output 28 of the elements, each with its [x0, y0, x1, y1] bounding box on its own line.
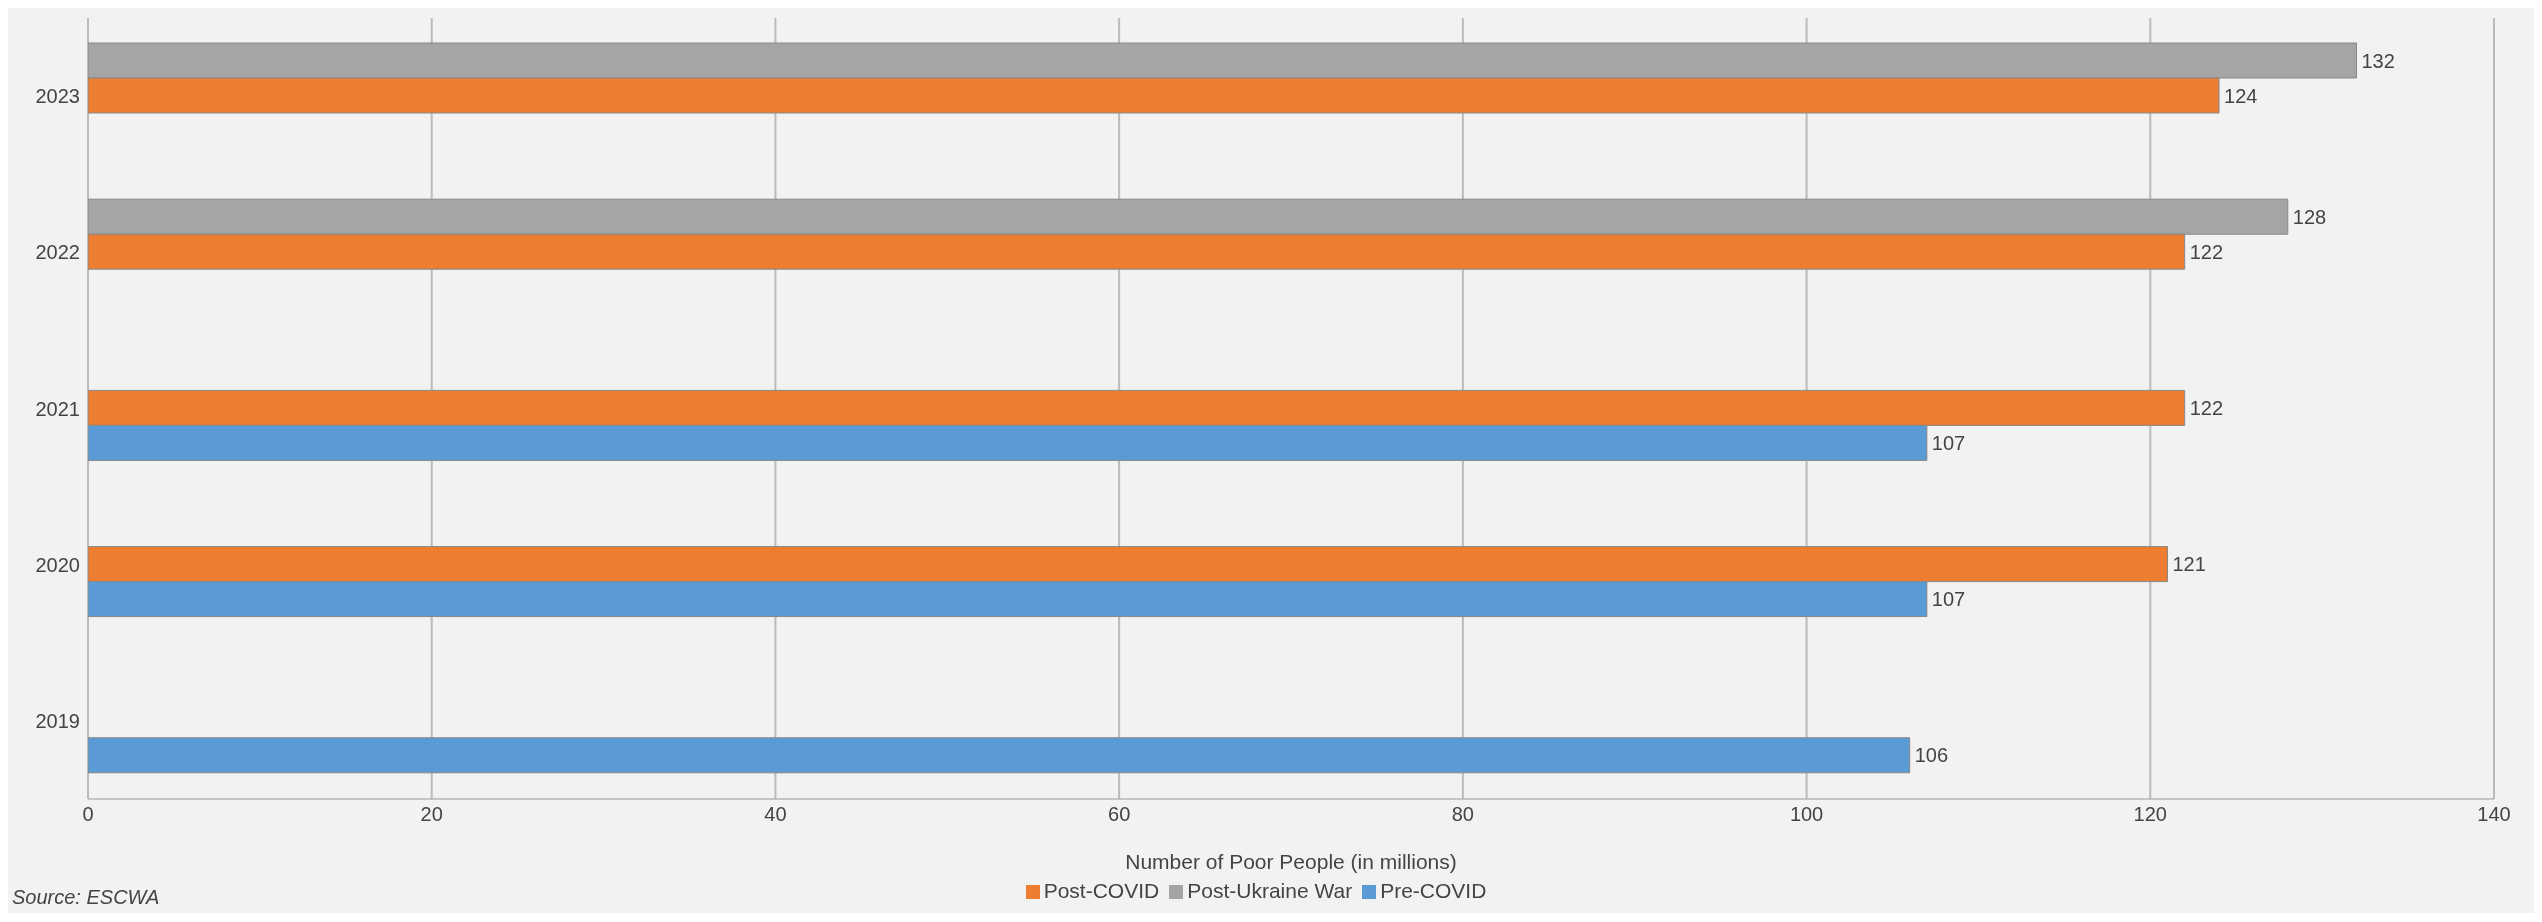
x-tick-label: 100: [1789, 803, 1824, 826]
x-tick-label: 0: [82, 803, 94, 826]
data-label: 124: [2224, 84, 2258, 107]
x-tick-label: 60: [1108, 803, 1131, 826]
y-tick-label: 2023: [35, 85, 80, 108]
legend-label: Post-Ukraine War: [1187, 879, 1353, 902]
legend-label: Post-COVID: [1043, 879, 1160, 902]
data-label: 128: [2292, 205, 2327, 228]
data-label: 107: [1931, 588, 1966, 611]
bar: [88, 737, 1911, 774]
data-label: 106: [1914, 744, 1949, 767]
y-tick-label: 2021: [35, 397, 80, 420]
legend-label: Pre-COVID: [1380, 879, 1487, 902]
x-tick-label: 140: [2477, 803, 2511, 826]
data-label: 122: [2189, 240, 2224, 263]
y-tick-label: 2022: [35, 241, 80, 264]
x-tick-label: 20: [420, 803, 443, 826]
data-label: 132: [2361, 49, 2395, 72]
x-tick-label: 120: [2133, 803, 2167, 826]
y-tick-label: 2020: [35, 553, 80, 576]
x-axis-title: Number of Poor People (in millions): [1125, 850, 1457, 873]
x-tick-label: 80: [1451, 803, 1474, 826]
source-note: Source: ESCWA: [12, 886, 160, 909]
data-label: 121: [2172, 553, 2206, 576]
x-tick-label: 40: [764, 803, 787, 826]
data-label: 122: [2189, 396, 2224, 419]
y-tick-label: 2019: [35, 710, 80, 732]
data-label: 107: [1931, 431, 1966, 454]
